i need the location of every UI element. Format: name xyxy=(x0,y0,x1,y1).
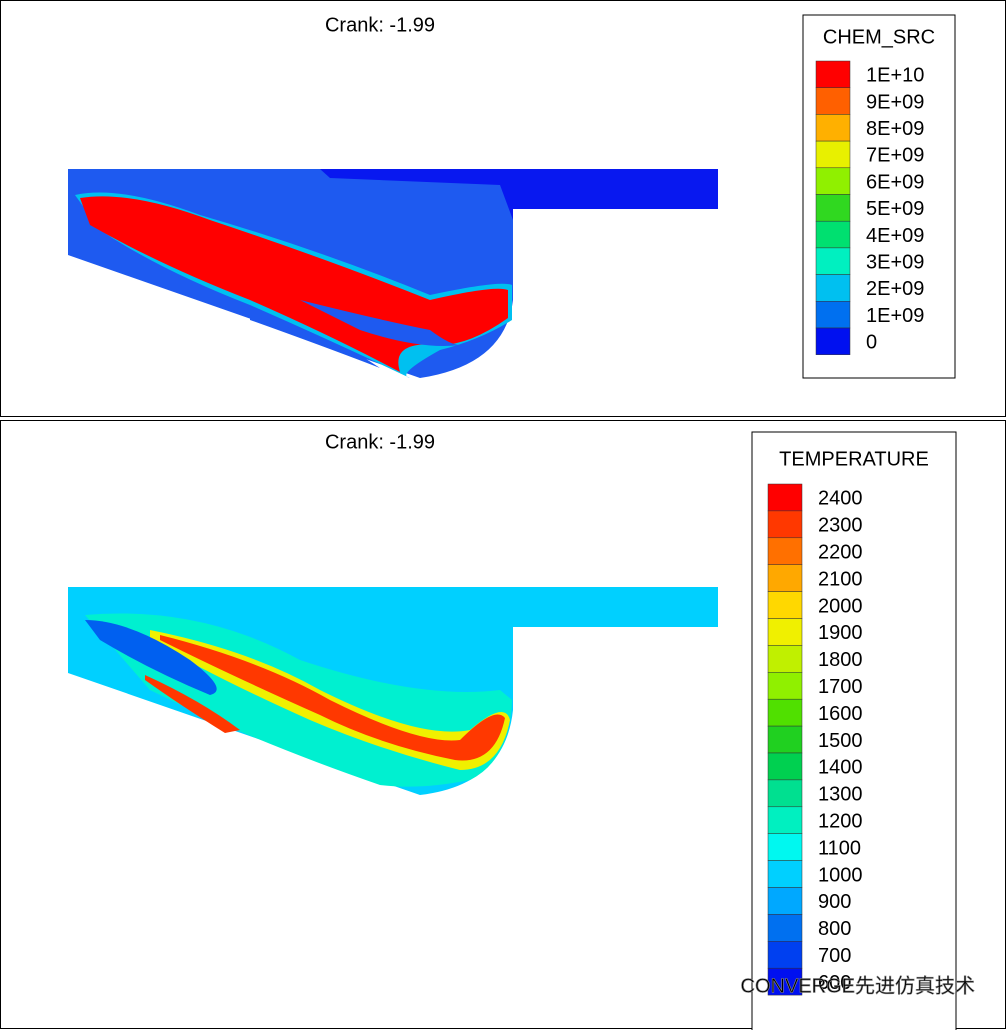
panel-title: Crank: -1.99 xyxy=(325,14,435,36)
legend-label: 1E+09 xyxy=(866,305,924,327)
legend-label: 800 xyxy=(818,918,851,940)
legend-label: 2200 xyxy=(818,542,863,564)
legend-swatch xyxy=(815,220,851,249)
legend-swatch xyxy=(815,167,851,195)
legend-swatch xyxy=(767,510,803,539)
legend-swatch xyxy=(815,247,851,275)
legend-label: 5E+09 xyxy=(866,198,924,220)
legend-swatch xyxy=(767,725,803,754)
legend-swatch xyxy=(767,860,803,888)
legend-title: CHEM_SRC xyxy=(823,26,935,48)
legend-label: 3E+09 xyxy=(866,252,924,274)
legend-label: 9E+09 xyxy=(866,91,924,113)
legend-swatch xyxy=(815,274,851,302)
legend-title: TEMPERATURE xyxy=(779,448,929,470)
legend-swatch xyxy=(767,752,803,781)
legend-swatch xyxy=(767,645,803,673)
temperature-field xyxy=(68,587,718,795)
legend-label: 8E+09 xyxy=(866,118,924,140)
legend-label: 1200 xyxy=(818,811,863,833)
panel-title: Crank: -1.99 xyxy=(325,431,435,453)
panel-frame xyxy=(0,0,1006,417)
legend-label: 1400 xyxy=(818,757,863,779)
legend-swatch xyxy=(815,60,851,88)
legend-swatch xyxy=(767,564,803,592)
legend-label: 1600 xyxy=(818,703,863,725)
legend-swatch xyxy=(767,672,803,700)
legend-label: 1800 xyxy=(818,649,863,671)
legend-swatch xyxy=(815,140,851,169)
legend-label: 2300 xyxy=(818,515,863,537)
legend-label: 7E+09 xyxy=(866,145,924,167)
legend-label: 2400 xyxy=(818,488,863,510)
legend-swatch xyxy=(767,698,803,727)
legend-swatch xyxy=(767,967,803,996)
legend-label: 6E+09 xyxy=(866,171,924,193)
legend-swatch xyxy=(767,483,803,512)
legend-label: 2100 xyxy=(818,568,863,590)
legend-label: 1500 xyxy=(818,730,863,752)
legend-swatch xyxy=(815,87,851,115)
legend-label: 900 xyxy=(818,891,851,913)
legend-label: 2000 xyxy=(818,595,863,617)
legend-label: 600 xyxy=(818,972,851,994)
legend-label: 4E+09 xyxy=(866,225,924,247)
chem-src-field xyxy=(68,169,718,378)
legend-swatch xyxy=(767,591,803,619)
legend-swatch xyxy=(767,779,803,808)
legend-label: 0 xyxy=(866,332,877,354)
legend-swatch xyxy=(767,537,803,565)
watermark: CONVERGE先进仿真技术 xyxy=(741,974,975,997)
legend-swatch xyxy=(767,833,803,861)
legend-swatch xyxy=(767,914,803,942)
legend-swatch xyxy=(767,806,803,834)
legend-swatch xyxy=(815,194,851,222)
legend-label: 1000 xyxy=(818,864,863,886)
legend-label: 700 xyxy=(818,945,851,967)
legend-swatch xyxy=(767,618,803,646)
legend-label: 1300 xyxy=(818,784,863,806)
legend-swatch xyxy=(767,887,803,915)
legend-swatch xyxy=(815,114,851,142)
legend-swatch xyxy=(815,301,851,329)
panel-frame xyxy=(0,420,1006,1029)
legend-swatch xyxy=(815,327,851,355)
legend-swatch xyxy=(767,941,803,969)
legend-label: 1E+10 xyxy=(866,65,924,87)
legend-label: 1100 xyxy=(818,837,861,859)
legend-label: 2E+09 xyxy=(866,278,924,300)
legend-label: 1900 xyxy=(818,622,863,644)
legend-label: 1700 xyxy=(818,676,863,698)
